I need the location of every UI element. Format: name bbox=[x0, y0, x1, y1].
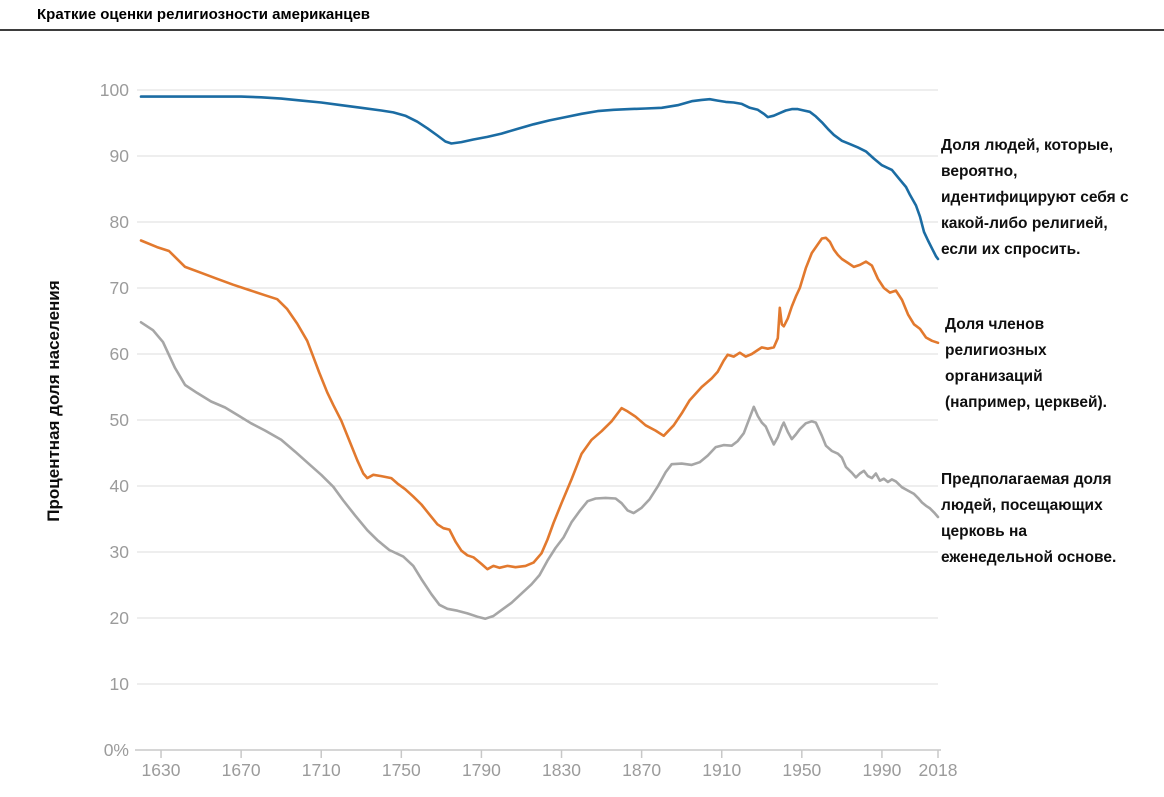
series-line-attendance bbox=[139, 320, 940, 621]
x-tick-label-1950: 1950 bbox=[782, 760, 821, 780]
y-tick-label-30: 30 bbox=[110, 542, 130, 562]
y-tick-label-40: 40 bbox=[110, 476, 130, 496]
page-title: Краткие оценки религиозности американцев bbox=[37, 6, 371, 23]
x-tick-label-1670: 1670 bbox=[222, 760, 261, 780]
title-rule bbox=[0, 29, 1164, 31]
y-tick-label-70: 70 bbox=[110, 278, 130, 298]
x-tick-label-1750: 1750 bbox=[382, 760, 421, 780]
x-tick-label-1830: 1830 bbox=[542, 760, 581, 780]
y-tick-label-60: 60 bbox=[110, 344, 130, 364]
y-tick-label-50: 50 bbox=[110, 410, 130, 430]
y-tick-label-20: 20 bbox=[110, 608, 130, 628]
x-tick-label-1790: 1790 bbox=[462, 760, 501, 780]
x-tick-label-1870: 1870 bbox=[622, 760, 661, 780]
x-tick-label-1990: 1990 bbox=[862, 760, 901, 780]
y-tick-label-0: 0% bbox=[104, 740, 129, 760]
x-tick-label-1710: 1710 bbox=[302, 760, 341, 780]
y-tick-label-100: 100 bbox=[100, 80, 129, 100]
y-tick-label-90: 90 bbox=[110, 146, 130, 166]
annotation-identification: Доля людей, которые, вероятно, идентифиц… bbox=[941, 137, 1129, 258]
y-tick-label-80: 80 bbox=[110, 212, 130, 232]
series-line-identification bbox=[139, 95, 940, 261]
annotation-membership: Доля членов религиозных организаций (нап… bbox=[945, 316, 1107, 411]
x-tick-label-1910: 1910 bbox=[702, 760, 741, 780]
series-line-membership bbox=[139, 236, 940, 571]
y-tick-label-10: 10 bbox=[110, 674, 130, 694]
x-tick-label-1630: 1630 bbox=[142, 760, 181, 780]
annotation-attendance: Предполагаемая доля людей, посещающих це… bbox=[941, 471, 1117, 566]
y-axis-title: Процентная доля населения bbox=[44, 280, 63, 522]
x-tick-label-2018: 2018 bbox=[919, 760, 958, 780]
